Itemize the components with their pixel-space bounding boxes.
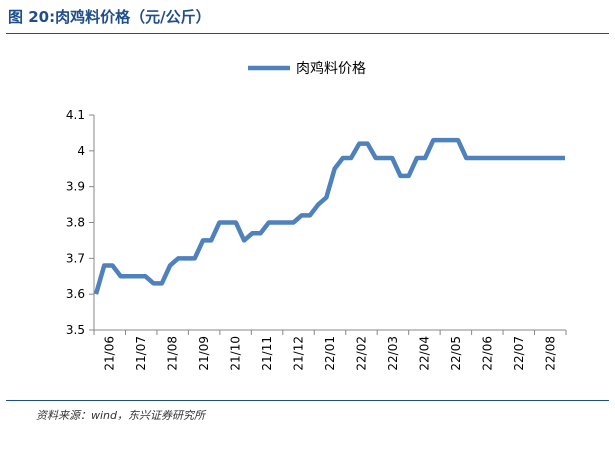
series-line-rouji-liao	[93, 137, 565, 295]
x-tick-label: 21/10	[229, 336, 243, 371]
legend-label: 肉鸡料价格	[296, 60, 366, 77]
y-tick-label: 3.8	[66, 216, 85, 230]
x-tick-label: 21/11	[260, 336, 274, 371]
x-tick-label: 22/03	[386, 336, 400, 371]
x-tick-label: 21/12	[292, 336, 306, 371]
x-tick-label: 21/08	[166, 336, 180, 371]
x-tick-label: 21/06	[103, 336, 117, 371]
y-tick-label: 3.9	[66, 180, 85, 194]
source-divider	[6, 400, 609, 401]
x-tick-label: 21/07	[134, 336, 148, 371]
y-tick-label: 4.1	[66, 108, 85, 122]
x-tick-label: 22/08	[543, 336, 557, 371]
x-tick-label: 22/05	[449, 336, 463, 371]
y-tick-label: 3.6	[66, 287, 85, 301]
x-tick-label: 22/01	[323, 336, 337, 371]
x-tick-label: 22/07	[512, 336, 526, 371]
x-tick-label: 21/09	[197, 336, 211, 371]
y-tick-label: 3.5	[66, 323, 85, 337]
y-tick-label: 4	[77, 144, 85, 158]
x-tick-label: 22/04	[417, 336, 431, 371]
chart-title: 图 20:肉鸡料价格（元/公斤）	[8, 8, 211, 26]
y-tick-label: 3.7	[66, 251, 85, 265]
title-divider	[6, 33, 609, 34]
source-note: 资料来源：wind，东兴证券研究所	[36, 409, 206, 422]
legend: 肉鸡料价格	[248, 60, 366, 77]
x-tick-label: 22/02	[354, 336, 368, 371]
x-tick-label: 22/06	[480, 336, 494, 371]
